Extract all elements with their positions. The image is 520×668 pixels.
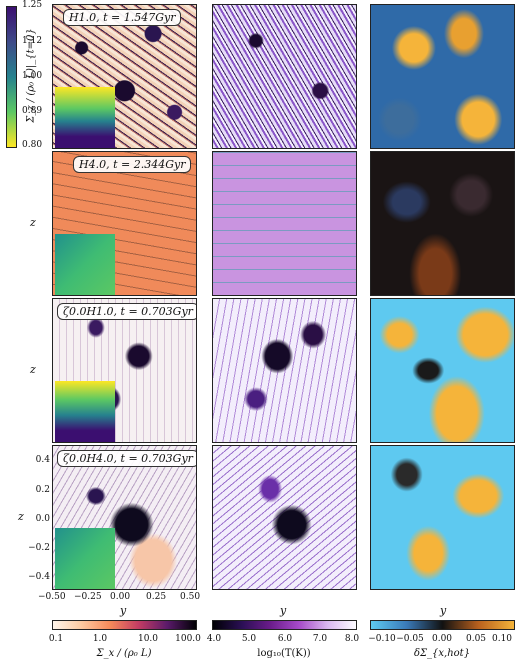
temperature-panel-r3 <box>212 298 357 443</box>
y-axis-label-c1: y <box>120 604 127 617</box>
inset-map-r4 <box>55 528 115 589</box>
difference-tick-3: 0.00 <box>431 634 453 644</box>
difference-colorbar-label: δΣ_{x,hot} <box>413 648 471 659</box>
z-tick-5: −0.4 <box>28 572 50 582</box>
temperature-tick-5: 8.0 <box>344 634 360 644</box>
temperature-colorbar <box>212 620 357 630</box>
x-tick-1: −0.50 <box>38 592 66 602</box>
density-colorbar <box>52 620 197 630</box>
z-tick-1: 0.4 <box>35 455 50 465</box>
z-axis-label-r3: z <box>30 363 36 376</box>
density-tick-4: 100.0 <box>175 634 201 644</box>
z-tick-4: −0.2 <box>28 543 50 553</box>
difference-panel-r1 <box>370 4 515 149</box>
temperature-panel-r1 <box>212 4 357 149</box>
difference-panel-r4 <box>370 445 515 590</box>
inset-tick-5: 0.80 <box>22 140 43 150</box>
z-axis-label-r2: z <box>30 216 36 229</box>
inset-colorbar <box>6 6 17 148</box>
density-panel-r4: ζ0.0H4.0, t = 0.703Gyr <box>52 445 197 590</box>
inset-colorbar-label: Σ_z / (ρ₀ L)|_{t=0} <box>25 28 37 123</box>
y-axis-label-c2: y <box>280 604 287 617</box>
inset-tick-4: 0.89 <box>22 106 43 116</box>
y-axis-label-c3: y <box>440 604 447 617</box>
density-colorbar-label: Σ_x / (ρ₀ L) <box>96 648 152 659</box>
panel-title-r3: ζ0.0H1.0, t = 0.703Gyr <box>57 303 196 320</box>
density-panel-r2: H4.0, t = 2.344Gyr <box>52 151 197 296</box>
temperature-panel-r4 <box>212 445 357 590</box>
panel-title-r1: H1.0, t = 1.547Gyr <box>63 9 182 26</box>
difference-tick-5: 0.10 <box>491 634 513 644</box>
density-tick-1: 0.1 <box>48 634 64 644</box>
difference-tick-1: −0.10 <box>368 634 396 644</box>
density-tick-3: 10.0 <box>137 634 159 644</box>
difference-colorbar <box>370 620 515 630</box>
temperature-tick-3: 6.0 <box>277 634 293 644</box>
panel-title-r2: H4.0, t = 2.344Gyr <box>73 156 192 173</box>
z-tick-2: 0.2 <box>35 485 50 495</box>
z-axis-label-r4: z <box>18 510 24 523</box>
x-tick-3: 0.00 <box>110 592 131 602</box>
x-tick-5: 0.50 <box>180 592 201 602</box>
difference-tick-2: −0.05 <box>396 634 424 644</box>
temperature-colorbar-label: log₁₀(T(K)) <box>257 648 311 659</box>
difference-panel-r2 <box>370 151 515 296</box>
inset-tick-2: 1.12 <box>22 36 43 46</box>
inset-map-r2 <box>55 234 115 295</box>
temperature-tick-1: 4.0 <box>206 634 222 644</box>
z-tick-3: 0.0 <box>35 514 50 524</box>
temperature-tick-4: 7.0 <box>312 634 328 644</box>
x-tick-4: 0.25 <box>146 592 167 602</box>
temperature-tick-2: 5.0 <box>241 634 257 644</box>
inset-tick-1: 1.25 <box>22 0 43 10</box>
x-tick-2: −0.25 <box>74 592 102 602</box>
density-panel-r1: H1.0, t = 1.547Gyr <box>52 4 197 149</box>
inset-tick-3: 1.00 <box>22 71 43 81</box>
density-panel-r3: ζ0.0H1.0, t = 0.703Gyr <box>52 298 197 443</box>
inset-map-r3 <box>55 381 115 442</box>
difference-tick-4: 0.05 <box>465 634 487 644</box>
inset-map-r1 <box>55 87 115 148</box>
temperature-panel-r2 <box>212 151 357 296</box>
density-tick-2: 1.0 <box>92 634 108 644</box>
difference-panel-r3 <box>370 298 515 443</box>
panel-title-r4: ζ0.0H4.0, t = 0.703Gyr <box>57 450 196 467</box>
